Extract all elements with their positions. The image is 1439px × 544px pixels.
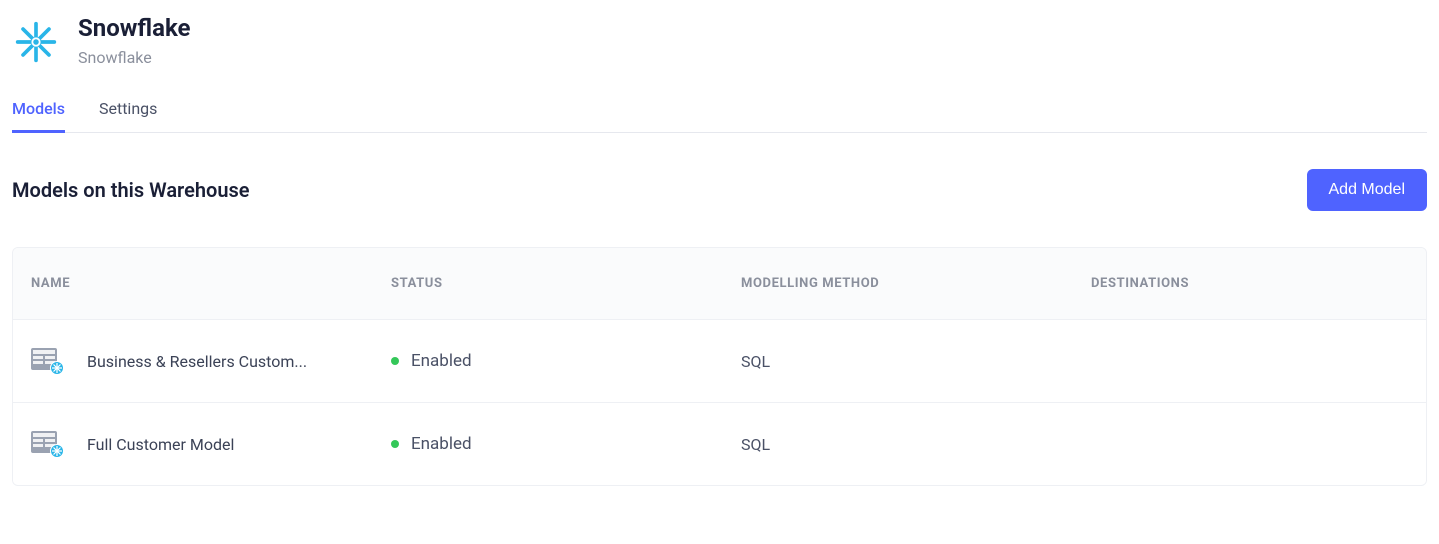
cell-method: SQL <box>741 435 1091 454</box>
model-name: Business & Resellers Custom... <box>87 352 307 371</box>
cell-status: Enabled <box>391 351 741 371</box>
tab-bar: Models Settings <box>12 99 1427 133</box>
table-header: NAME STATUS MODELLING METHOD DESTINATION… <box>13 248 1426 319</box>
column-header-destinations: DESTINATIONS <box>1091 276 1408 291</box>
models-table: NAME STATUS MODELLING METHOD DESTINATION… <box>12 247 1427 486</box>
column-header-name: NAME <box>31 276 391 291</box>
column-header-status: STATUS <box>391 276 741 291</box>
model-name: Full Customer Model <box>87 435 234 454</box>
button-label: Add Model <box>1329 181 1406 198</box>
section-header: Models on this Warehouse Add Model <box>12 169 1427 211</box>
page-subtitle: Snowflake <box>78 48 191 67</box>
tab-label: Settings <box>99 99 157 118</box>
tab-label: Models <box>12 99 65 118</box>
tab-settings[interactable]: Settings <box>99 99 157 133</box>
snowflake-logo-icon <box>12 18 60 66</box>
add-model-button[interactable]: Add Model <box>1307 169 1428 211</box>
table-row[interactable]: Business & Resellers Custom... Enabled S… <box>13 319 1426 402</box>
model-icon <box>31 344 65 378</box>
table-row[interactable]: Full Customer Model Enabled SQL <box>13 402 1426 485</box>
page-title: Snowflake <box>78 14 191 42</box>
cell-name: Full Customer Model <box>31 427 391 461</box>
status-label: Enabled <box>411 434 472 454</box>
section-title: Models on this Warehouse <box>12 178 250 202</box>
cell-status: Enabled <box>391 434 741 454</box>
cell-method: SQL <box>741 352 1091 371</box>
title-block: Snowflake Snowflake <box>78 14 191 67</box>
status-dot-icon <box>391 440 399 448</box>
tab-models[interactable]: Models <box>12 99 65 133</box>
status-dot-icon <box>391 357 399 365</box>
status-label: Enabled <box>411 351 472 371</box>
page-header: Snowflake Snowflake <box>12 10 1427 91</box>
model-icon <box>31 427 65 461</box>
cell-name: Business & Resellers Custom... <box>31 344 391 378</box>
column-header-method: MODELLING METHOD <box>741 276 1091 291</box>
